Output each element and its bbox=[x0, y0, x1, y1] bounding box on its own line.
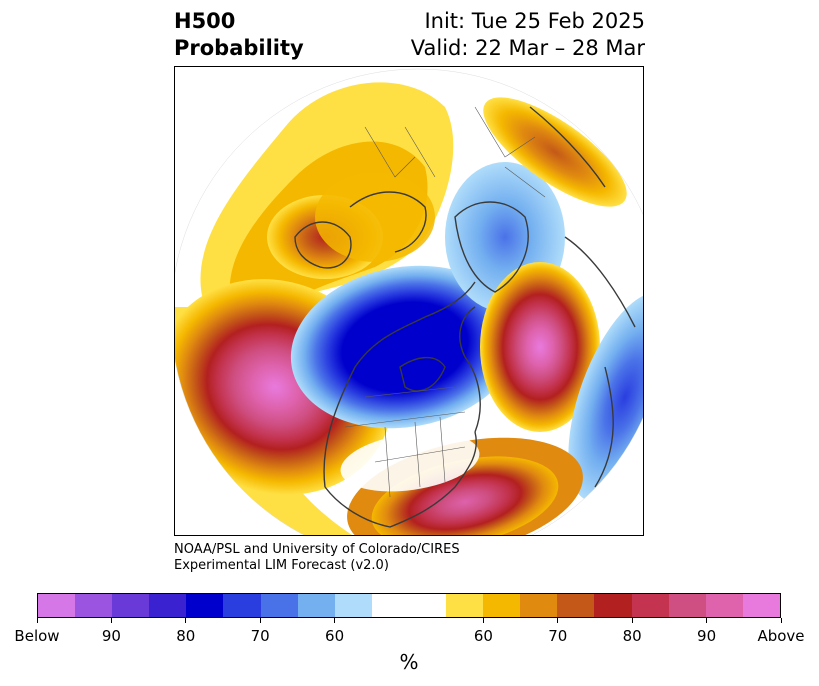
colorbar-segment bbox=[334, 594, 372, 617]
colorbar-segment bbox=[38, 594, 76, 617]
colorbar-segment bbox=[371, 594, 409, 617]
map-canvas bbox=[175, 68, 643, 535]
colorbar-segment bbox=[186, 594, 224, 617]
colorbar-tick bbox=[259, 618, 261, 623]
colorbar-tick bbox=[334, 618, 336, 623]
colorbar-tick-label: 90 bbox=[101, 627, 121, 645]
colorbar-tick bbox=[185, 618, 187, 623]
valid-date: Valid: 22 Mar – 28 Mar bbox=[410, 36, 645, 60]
map-credit: NOAA/PSL and University of Colorado/CIRE… bbox=[174, 542, 460, 574]
colorbar-segment bbox=[223, 594, 261, 617]
colorbar-segment bbox=[408, 594, 447, 617]
colorbar-segment bbox=[446, 594, 484, 617]
colorbar-segment bbox=[260, 594, 298, 617]
colorbar-tick bbox=[631, 618, 633, 623]
colorbar-unit: % bbox=[399, 650, 419, 674]
colorbar bbox=[37, 593, 781, 618]
init-date: Init: Tue 25 Feb 2025 bbox=[424, 9, 645, 33]
colorbar-tick-label: 80 bbox=[176, 627, 196, 645]
credit-line-2: Experimental LIM Forecast (v2.0) bbox=[174, 558, 389, 573]
colorbar-tick-label: 70 bbox=[548, 627, 568, 645]
colorbar-segment bbox=[149, 594, 187, 617]
colorbar-tick-label: Above bbox=[757, 627, 805, 645]
colorbar-tick bbox=[780, 618, 782, 623]
colorbar-segment bbox=[742, 594, 780, 617]
colorbar-tick bbox=[110, 618, 112, 623]
colorbar-tick-label: 70 bbox=[250, 627, 270, 645]
colorbar-segment bbox=[631, 594, 669, 617]
colorbar-segment bbox=[594, 594, 632, 617]
shaded-field bbox=[175, 69, 643, 535]
colorbar-segment bbox=[520, 594, 558, 617]
colorbar-tick bbox=[557, 618, 559, 623]
colorbar-tick-label: 60 bbox=[325, 627, 345, 645]
colorbar-segment bbox=[112, 594, 150, 617]
title-line-2: Probability bbox=[174, 36, 304, 60]
colorbar-tick-label: 60 bbox=[473, 627, 493, 645]
credit-line-1: NOAA/PSL and University of Colorado/CIRE… bbox=[174, 542, 460, 557]
colorbar-segment bbox=[297, 594, 335, 617]
colorbar-segment bbox=[705, 594, 743, 617]
colorbar-tick bbox=[36, 618, 38, 623]
colorbar-tick-label: 90 bbox=[697, 627, 717, 645]
coastlines bbox=[294, 106, 636, 528]
colorbar-tick-label: 80 bbox=[622, 627, 642, 645]
map-title: H500 Probability bbox=[174, 8, 304, 62]
forecast-dates: Init: Tue 25 Feb 2025 Valid: 22 Mar – 28… bbox=[411, 8, 645, 62]
colorbar-segment bbox=[483, 594, 521, 617]
title-line-1: H500 bbox=[174, 9, 236, 33]
colorbar-tick bbox=[482, 618, 484, 623]
probability-map bbox=[174, 66, 644, 536]
colorbar-tick bbox=[706, 618, 708, 623]
colorbar-segment bbox=[557, 594, 595, 617]
borders bbox=[344, 106, 546, 498]
colorbar-segment bbox=[75, 594, 113, 617]
colorbar-segment bbox=[668, 594, 706, 617]
colorbar-tick-label: Below bbox=[14, 627, 60, 645]
